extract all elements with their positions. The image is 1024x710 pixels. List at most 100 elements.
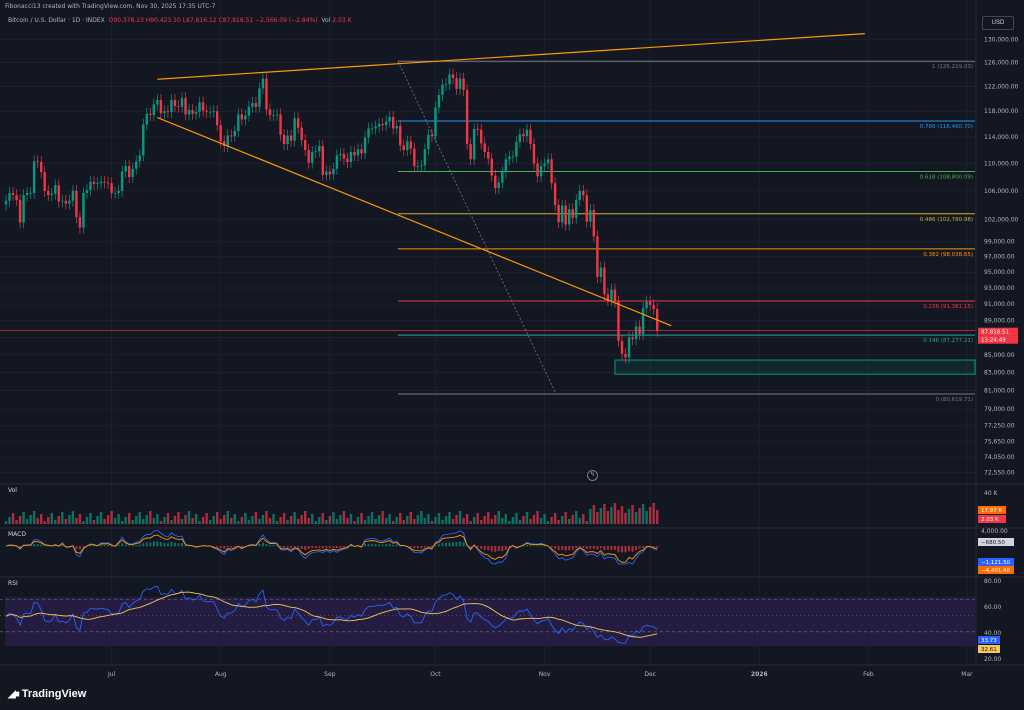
macd-histogram-bar [82, 546, 85, 548]
candle-body [163, 111, 166, 114]
macd-histogram-bar [276, 545, 279, 547]
volume-bar [560, 516, 564, 524]
volume-bar [599, 508, 603, 524]
candle-body [610, 289, 613, 301]
macd-pane-title[interactable]: MACD [8, 531, 26, 538]
price-tick-label: 79,000.00 [984, 406, 1015, 413]
candle-body [585, 195, 588, 222]
fib-level-label: 0.382 (98,038.65) [923, 252, 973, 258]
macd-histogram-bar [515, 546, 518, 547]
candle-body [518, 134, 522, 143]
rsi-label-bg [978, 636, 1000, 644]
volume-bar [261, 515, 265, 524]
volume-bar [413, 519, 416, 524]
candle-body [529, 129, 532, 145]
volume-bar [216, 512, 219, 524]
candle-body [261, 78, 265, 89]
price-label-text: 87,818.51 [981, 330, 1009, 336]
candle-body [381, 123, 384, 126]
volume-bar [68, 515, 71, 524]
volume-bar [553, 513, 557, 524]
volume-pane-title[interactable]: Vol [8, 487, 17, 494]
fib-retracement[interactable]: 1 (126,219.03) 0.786 (116,460.70) 0.618 (1… [397, 60, 975, 403]
volume-bar [610, 507, 613, 524]
volume-bar [441, 520, 444, 524]
candle-body [462, 78, 465, 91]
candle-body [451, 74, 455, 79]
lightning-icon[interactable]: ϟ [587, 470, 598, 481]
macd-histogram-bar [483, 546, 486, 550]
volume-bar [300, 515, 303, 524]
volume-bar [184, 515, 187, 524]
macd-histogram-bar [585, 546, 588, 550]
trendline-lower [157, 116, 672, 327]
demand-zone[interactable] [614, 359, 976, 375]
symbol-legend[interactable]: Bitcoin / U.S. Dollar · 1D · INDEX O90,3… [8, 17, 352, 24]
macd-histogram-bar [448, 542, 451, 547]
time-tick-label: Nov [539, 671, 551, 678]
volume-bar [135, 516, 138, 524]
candle-body [223, 141, 226, 147]
rsi-pane-title[interactable]: RSI [8, 580, 18, 587]
volume-bar [89, 513, 92, 524]
candle-body [8, 192, 11, 201]
volume-bar [363, 520, 367, 524]
volume-bar [78, 514, 82, 524]
candle-body [455, 78, 458, 89]
candle-body [546, 159, 550, 164]
macd-histogram-bar [29, 545, 32, 547]
volume-bar [406, 516, 409, 524]
macd-histogram-bar [575, 546, 578, 549]
volume-bar [106, 515, 110, 524]
fib-level-label: 0.486 (102,780.98) [920, 217, 973, 223]
symbol-name[interactable]: Bitcoin / U.S. Dollar · 1D · INDEX [8, 17, 105, 24]
macd-histogram-bar [371, 543, 374, 547]
candle-body [550, 159, 553, 184]
candle-body [603, 267, 606, 295]
price-tick-label: 81,000.00 [984, 388, 1015, 395]
macd-histogram-bar [642, 546, 645, 548]
candle-body [441, 84, 444, 96]
candle-body [617, 301, 620, 341]
macd-histogram-bar [378, 544, 381, 547]
currency-button[interactable]: USD [982, 16, 1014, 30]
macd-histogram-bar [455, 542, 458, 547]
macd-histogram-bar [385, 544, 388, 547]
candle-body [233, 131, 236, 137]
volume-bar [525, 512, 529, 524]
macd-histogram-bar [247, 545, 250, 547]
volume-bar [648, 507, 652, 524]
price-label-bg [978, 335, 1018, 344]
time-tick-label: Jul [107, 671, 116, 678]
rsi-band [5, 597, 975, 646]
volume-bar [120, 521, 124, 524]
candle-body [205, 110, 208, 112]
macd-histogram-bar [543, 545, 546, 547]
candle-body [152, 104, 156, 116]
candle-body [226, 135, 229, 147]
candle-body [508, 156, 511, 160]
macd-signal-line [5, 534, 658, 563]
macd-histogram-bar [476, 546, 479, 548]
volume-bar [233, 514, 236, 524]
time-tick-label: Dec [644, 671, 656, 678]
volume-bar [606, 511, 610, 524]
volume-bar [15, 520, 18, 524]
candle-body [645, 301, 648, 309]
trendlines[interactable] [157, 33, 865, 327]
macd-histogram-bar [599, 546, 602, 549]
price-tick-label: 77,250.00 [984, 423, 1015, 430]
macd-histogram-bar [452, 542, 455, 547]
volume-bar [32, 511, 36, 524]
brand-logo[interactable]: ◢■ TradingView [8, 688, 86, 700]
candle-body [377, 123, 381, 127]
candle-body [212, 111, 215, 113]
price-tick-label: 130,000.00 [984, 36, 1019, 43]
volume-bar [75, 518, 78, 524]
candle-body [92, 181, 96, 184]
macd-histogram-bar [75, 546, 78, 549]
candle-body [145, 113, 148, 125]
volume-bar [180, 519, 184, 524]
price-tick-label: 102,000.00 [984, 216, 1019, 223]
